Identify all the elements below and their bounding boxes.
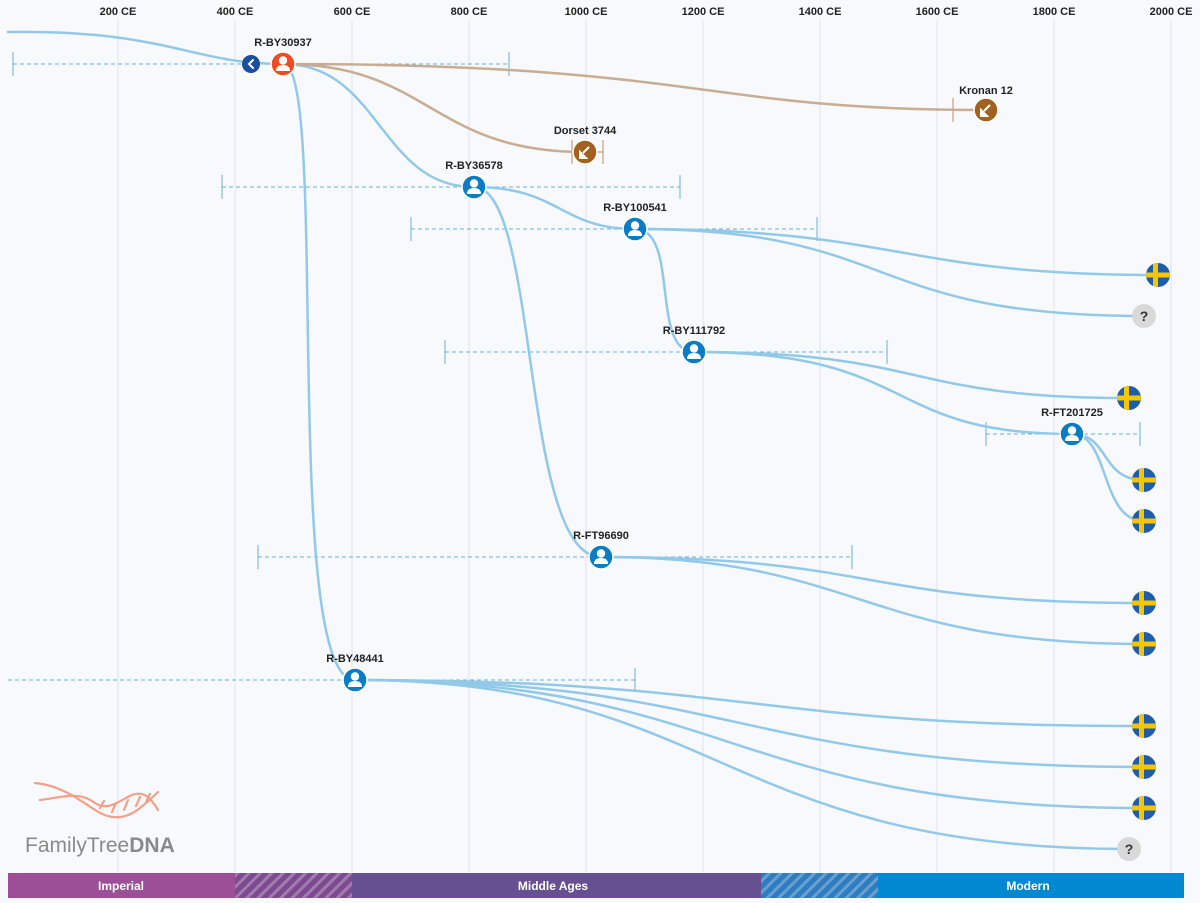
node-label: R-FT201725 [1041, 407, 1103, 419]
time-axis: 200 CE 400 CE 600 CE 800 CE 1000 CE 1200… [100, 6, 1193, 18]
node-root[interactable]: R-BY30937 [254, 37, 312, 77]
ancient-sample-label: Dorset 3744 [554, 125, 617, 137]
node-ft96690[interactable]: R-FT96690 [573, 530, 629, 570]
branch-ft96690-leaf [599, 555, 1146, 605]
logo-text: FamilyTreeDNA [25, 834, 175, 857]
branch-by111792-ft201725 [692, 350, 1074, 436]
node-by100541[interactable]: R-BY100541 [603, 202, 667, 242]
branch-by36578-by100541 [472, 185, 637, 231]
era-label: Middle Ages [518, 879, 589, 893]
dna-helix-icon [33, 781, 160, 819]
node-label: R-BY111792 [663, 325, 725, 337]
era-middle-ages [352, 873, 761, 898]
ancient-sample-kronan[interactable]: Kronan 12 [959, 85, 1013, 123]
ancient-branches [281, 62, 987, 154]
branch-by100541-leaf [633, 227, 1146, 318]
branch-root-by36578 [281, 62, 476, 189]
tree-branches [6, 30, 1160, 851]
svg-text:?: ? [1125, 841, 1134, 857]
axis-label: 200 CE [100, 6, 137, 18]
branch-ft96690-leaf [599, 555, 1146, 646]
axis-label: 1200 CE [682, 6, 725, 18]
node-by48441[interactable]: R-BY48441 [326, 653, 384, 693]
era-label: Modern [1006, 879, 1049, 893]
branch-root-by48441 [281, 62, 357, 682]
branch-by48441-leaf [353, 678, 1146, 810]
leaf-flags: ? ? [1116, 262, 1171, 861]
axis-label: 1800 CE [1033, 6, 1076, 18]
era-label: Imperial [98, 879, 144, 893]
era-imperial [8, 873, 235, 898]
ancient-sample-dorset[interactable]: Dorset 3744 [554, 125, 617, 165]
axis-label: 1600 CE [916, 6, 959, 18]
axis-label: 800 CE [451, 6, 488, 18]
familytreedna-logo: FamilyTreeDNA [25, 781, 175, 857]
node-label: R-BY30937 [254, 37, 311, 49]
era-bar: Imperial Middle Ages Modern [8, 873, 1184, 898]
chevron-left-icon [247, 59, 254, 69]
node-label: R-BY48441 [326, 653, 383, 665]
node-label: R-BY36578 [445, 160, 502, 172]
axis-label: 2000 CE [1150, 6, 1193, 18]
back-button[interactable] [242, 55, 260, 73]
node-label: R-FT96690 [573, 530, 629, 542]
axis-label: 600 CE [334, 6, 371, 18]
grid-lines [117, 20, 1172, 872]
branch-root-kronan [281, 62, 987, 112]
node-ft201725[interactable]: R-FT201725 [1041, 407, 1103, 447]
ancient-sample-label: Kronan 12 [959, 85, 1013, 97]
node-by36578[interactable]: R-BY36578 [445, 160, 503, 200]
branch-root-dorset [281, 62, 587, 154]
branch-by100541-by111792 [633, 227, 696, 354]
branch-by48441-leaf [353, 678, 1146, 728]
era-modern [878, 873, 1184, 898]
axis-label: 1400 CE [799, 6, 842, 18]
branch-by100541-leaf [633, 227, 1160, 277]
node-label: R-BY100541 [603, 202, 667, 214]
node-by111792[interactable]: R-BY111792 [663, 325, 725, 365]
branch-by36578-ft96690 [472, 185, 603, 559]
branch-by111792-leaf [692, 350, 1131, 400]
unknown-country-icon[interactable]: ? [1132, 304, 1156, 328]
branch-by48441-leaf [353, 678, 1146, 769]
branch-by48441-leaf [353, 678, 1131, 851]
svg-text:?: ? [1140, 308, 1149, 324]
axis-label: 400 CE [217, 6, 254, 18]
axis-label: 1000 CE [565, 6, 608, 18]
unknown-country-icon[interactable]: ? [1117, 837, 1141, 861]
